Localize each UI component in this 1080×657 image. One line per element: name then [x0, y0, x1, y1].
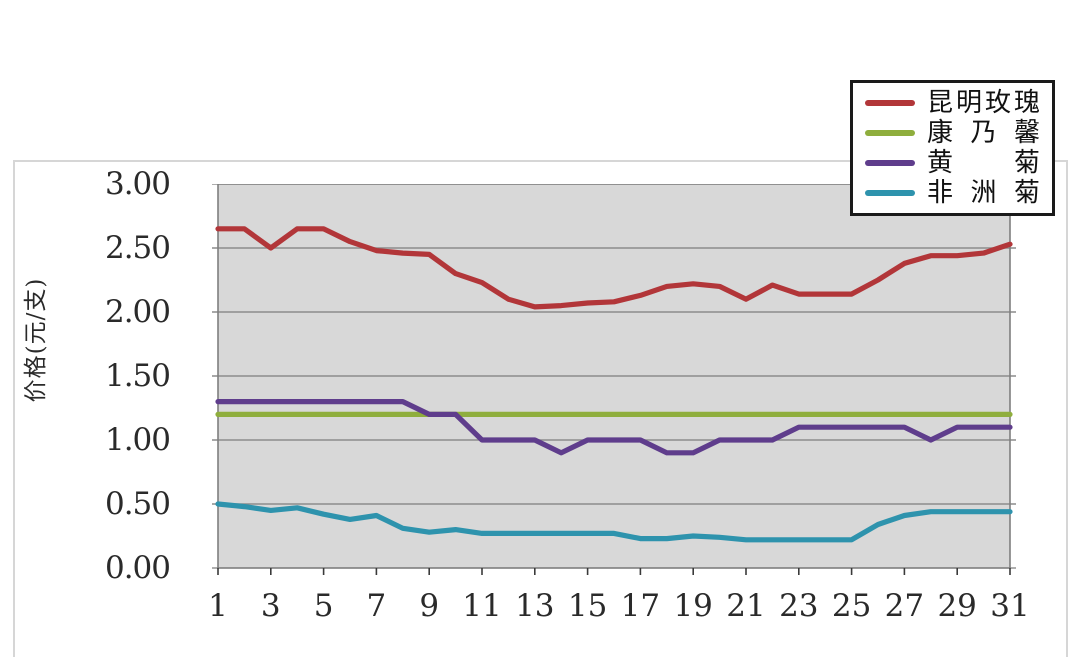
x-tick-label: 17	[620, 588, 661, 624]
legend-item: 黄菊	[865, 149, 1040, 177]
series-line-3	[215, 501, 1013, 543]
legend-label: 昆明玫瑰	[927, 88, 1040, 118]
legend-label: 黄菊	[927, 148, 1040, 178]
x-tick-label: 19	[673, 588, 713, 624]
legend-label: 康乃馨	[927, 118, 1040, 148]
legend-item: 非洲菊	[865, 179, 1040, 207]
x-tick-label: 5	[313, 588, 334, 624]
x-tick-label: 1	[208, 588, 228, 624]
y-tick-label: 0.00	[104, 550, 171, 586]
x-tick-label: 11	[462, 588, 502, 624]
legend-swatch-3	[865, 190, 915, 196]
x-tick-label: 23	[779, 588, 819, 624]
x-tick-label: 21	[726, 588, 766, 624]
legend-swatch-2	[865, 160, 915, 166]
series-line-2	[215, 399, 1013, 456]
plot-area	[212, 184, 1016, 575]
x-tick-label: 13	[515, 588, 555, 624]
x-tick-label: 25	[831, 588, 872, 624]
legend-swatch-1	[865, 130, 915, 136]
y-tick-label: 1.50	[104, 358, 171, 394]
x-tick-label: 27	[884, 588, 925, 624]
x-tick-label: 9	[419, 588, 440, 624]
y-axis-title: 价格(元/支)	[23, 277, 49, 403]
series-line-0	[215, 226, 1013, 310]
legend-label: 非洲菊	[927, 178, 1040, 208]
y-tick-label: 0.50	[104, 486, 171, 522]
chart-outer-frame	[13, 160, 1068, 657]
x-tick-label: 29	[937, 588, 977, 624]
x-tick-label: 15	[567, 588, 608, 624]
legend-item: 康乃馨	[865, 119, 1040, 147]
y-tick-label: 2.50	[104, 230, 171, 266]
legend-item: 昆明玫瑰	[865, 89, 1040, 117]
x-tick-label: 3	[260, 588, 281, 624]
legend-swatch-0	[865, 100, 915, 106]
y-tick-label: 3.00	[104, 166, 171, 202]
legend-box: 昆明玫瑰 康乃馨 黄菊 非洲菊	[850, 80, 1055, 216]
y-tick-label: 1.00	[104, 422, 171, 458]
y-tick-label: 2.00	[104, 294, 171, 330]
x-tick-label: 31	[990, 588, 1030, 624]
x-tick-label: 7	[366, 588, 387, 624]
